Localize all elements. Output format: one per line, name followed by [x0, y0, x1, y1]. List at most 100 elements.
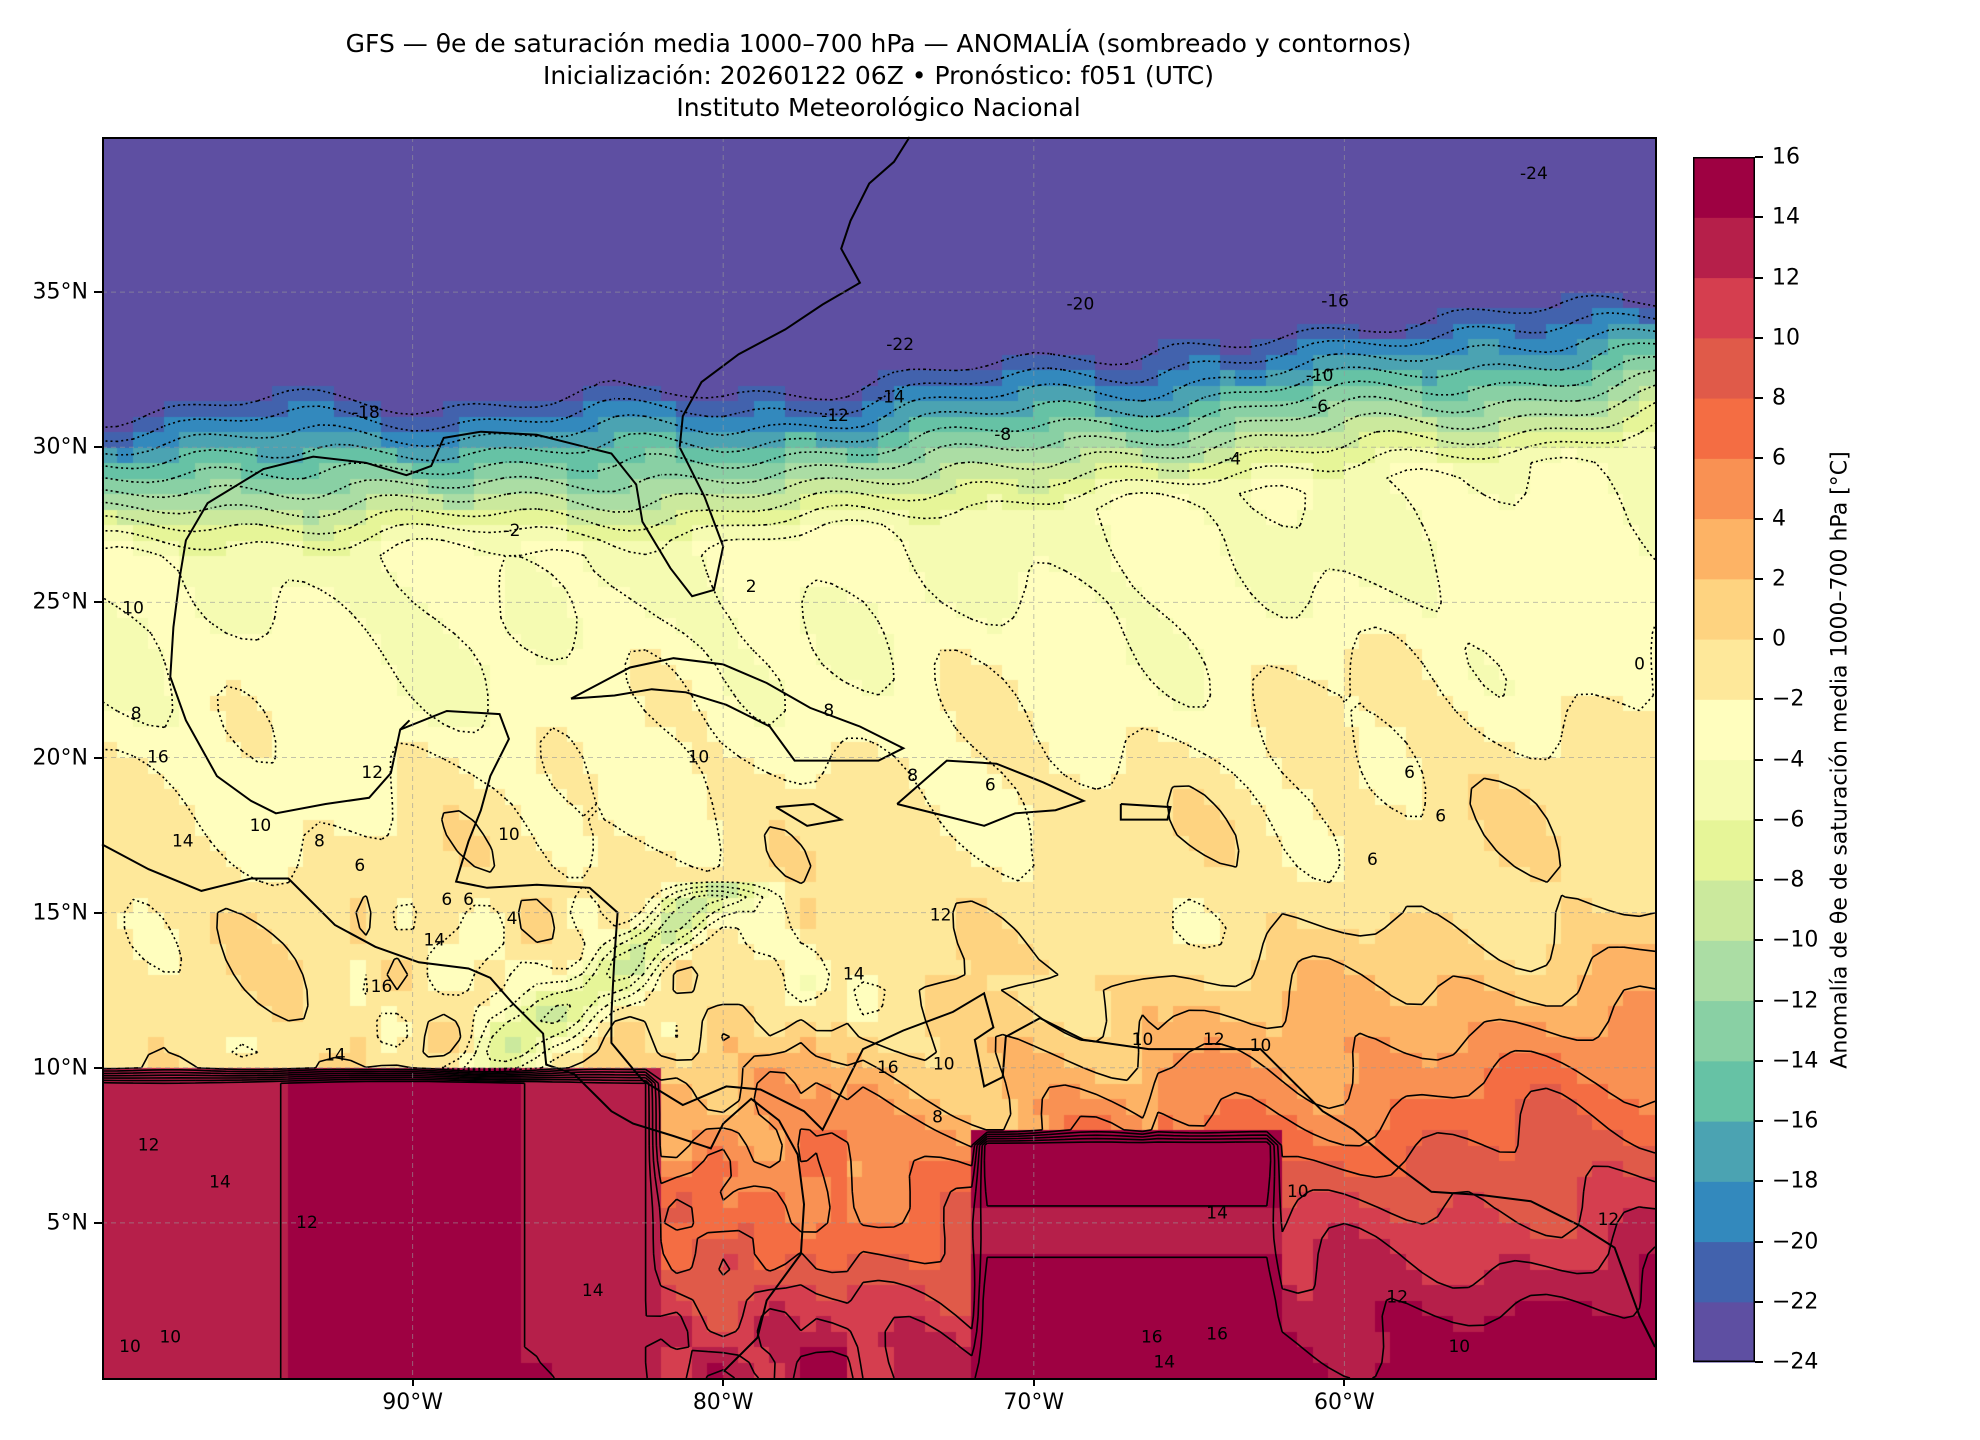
latitude-tick-label: 30°N [32, 434, 88, 460]
colorbar-tick-label: 2 [1772, 566, 1786, 592]
latitude-tick [94, 446, 102, 449]
contour-label: 10 [159, 1328, 181, 1348]
colorbar-tick [1755, 879, 1763, 881]
contour-label: 4 [507, 909, 518, 929]
colorbar-tick [1755, 1361, 1763, 1363]
contour-label: 10 [119, 1337, 141, 1357]
colorbar-tick-label: −8 [1772, 867, 1805, 893]
colorbar-tick-label: 6 [1772, 445, 1786, 471]
coastline [896, 759, 1087, 827]
longitude-tick [722, 1378, 725, 1386]
colorbar-tick-label: 12 [1772, 265, 1800, 290]
colorbar [1693, 157, 1755, 1363]
contour-label: 12 [1598, 1210, 1620, 1230]
colorbar-swatch [1693, 1000, 1755, 1062]
contour-label: -12 [821, 406, 849, 426]
contour-label: 6 [1435, 806, 1446, 826]
colorbar-tick [1755, 1120, 1763, 1122]
colorbar-tick-label: −22 [1772, 1289, 1819, 1315]
colorbar-tick [1755, 1240, 1763, 1243]
colorbar-tick [1755, 1180, 1763, 1183]
longitude-tick [1343, 1378, 1346, 1386]
contour-label: 8 [314, 831, 325, 851]
latitude-tick-label: 5°N [46, 1210, 88, 1236]
contour-label: 0 [1634, 654, 1645, 674]
contour-label: 6 [985, 775, 996, 795]
colorbar-swatch [1693, 819, 1755, 881]
map-title: GFS — θe de saturación media 1000–700 hP… [345, 29, 1412, 58]
latitude-tick [94, 601, 102, 604]
colorbar-title: Anomalía de θe de saturación media 1000–… [1827, 451, 1853, 1069]
colorbar-swatch [1693, 699, 1755, 761]
coastline [399, 719, 411, 731]
colorbar-swatch [1693, 880, 1755, 941]
contour-line [279, 1080, 1656, 1379]
colorbar-tick [1755, 517, 1763, 520]
contour-line [101, 312, 1656, 443]
colorbar-tick [1755, 758, 1763, 761]
colorbar-tick-label: −10 [1772, 927, 1819, 953]
colorbar-tick [1755, 1300, 1763, 1303]
latitude-tick [94, 756, 102, 759]
colorbar-tick-label: 0 [1772, 626, 1786, 652]
contour-label: 10 [122, 599, 144, 619]
contour-label: -24 [1520, 164, 1548, 184]
longitude-tick [1032, 1378, 1035, 1386]
contour-label: -20 [1067, 295, 1095, 315]
contour-label: -4 [1224, 450, 1241, 470]
contour-label: 10 [1287, 1182, 1309, 1202]
institution-name: Instituto Meteorológico Nacional [676, 93, 1081, 122]
coastline [775, 802, 845, 827]
contour-label: 6 [354, 856, 365, 876]
contour-label: 2 [746, 577, 757, 597]
colorbar-swatch [1693, 940, 1755, 1002]
map-subtitle: Inicialización: 20260122 06Z • Pronóstic… [543, 61, 1214, 90]
colorbar-tick-label: 16 [1772, 144, 1800, 170]
contour-label: 6 [1367, 850, 1378, 870]
colorbar-tick-label: −6 [1772, 807, 1805, 833]
colorbar-tick [1755, 336, 1763, 339]
longitude-tick-label: 60°W [1314, 1390, 1375, 1415]
contour-label: 10 [250, 816, 272, 836]
contour-line [101, 294, 1656, 429]
contour-label: -10 [1306, 366, 1334, 386]
latitude-tick [94, 1221, 102, 1224]
latitude-tick-label: 20°N [32, 745, 88, 770]
colorbar-tick [1755, 939, 1763, 942]
contour-line [101, 985, 1656, 1169]
colorbar-tick [1755, 638, 1763, 640]
contour-line [101, 402, 1656, 1025]
latitude-tick [94, 291, 102, 294]
contour-line [101, 1078, 1656, 1379]
colorbar-swatch [1693, 337, 1755, 399]
contour-label: 8 [932, 1107, 943, 1127]
contour-label: 12 [296, 1213, 318, 1233]
contour-label: -22 [886, 335, 914, 355]
colorbar-tick [1755, 457, 1763, 460]
contour-line [101, 422, 1656, 1063]
contour-line [101, 384, 1656, 518]
contour-label: 12 [1386, 1287, 1408, 1307]
longitude-tick-label: 70°W [1003, 1390, 1065, 1415]
contour-label: 14 [1206, 1204, 1228, 1224]
contour-label: 14 [582, 1281, 604, 1301]
contour-line [101, 946, 1656, 1131]
colorbar-tick-label: −2 [1772, 686, 1805, 712]
contour-label: 10 [1250, 1036, 1272, 1056]
contour-label: 16 [1206, 1325, 1228, 1345]
latitude-tick-label: 15°N [32, 900, 88, 926]
colorbar-border [1693, 157, 1755, 1362]
contour-label: -18 [352, 403, 380, 423]
contour-label: -8 [994, 425, 1011, 445]
coastline [101, 843, 806, 1373]
map-area: -24 -20 -16 -22 -10 -6 -18 -14 -12 -8 -4 -2 2 0 10 8 8 12… [101, 136, 1656, 1379]
coastline [570, 657, 906, 762]
colorbar-swatch [1693, 518, 1755, 580]
longitude-tick-label: 80°W [692, 1390, 754, 1415]
latitude-tick [94, 1066, 102, 1069]
contour-label: 14 [172, 831, 194, 851]
contour-label: 16 [371, 977, 393, 997]
contour-label: 14 [423, 931, 445, 951]
colorbar-tick-label: −18 [1772, 1168, 1819, 1194]
